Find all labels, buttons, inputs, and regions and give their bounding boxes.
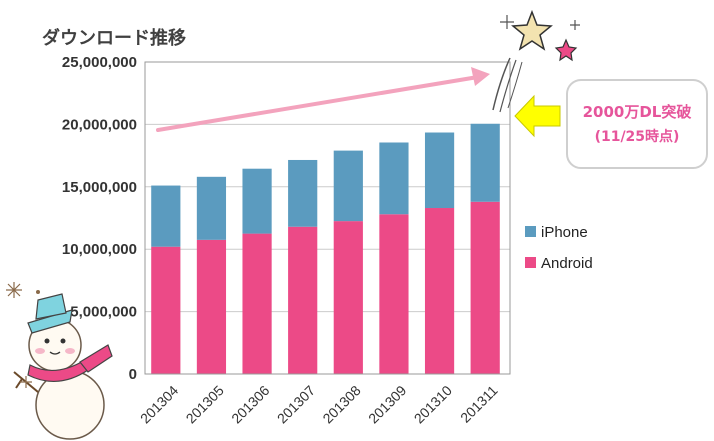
growth-trend-arrow [156,67,490,132]
bar-android-201308 [333,221,363,374]
y-tick-label: 0 [129,366,137,383]
legend-swatch-android [525,257,536,268]
legend: iPhone Android [525,224,593,272]
legend-item-android: Android [525,255,593,272]
snowman-hat-icon [35,293,67,320]
bar-iphone-201307 [288,159,318,227]
callout-arrow-icon [514,94,561,138]
snowman-mouth-icon [49,351,61,355]
milestone-callout: 2000万DL突破 (11/25時点) [514,79,708,169]
y-tick-label: 15,000,000 [62,179,137,196]
snowman-scarf-icon [79,344,113,373]
bar-iphone-201309 [379,142,409,215]
legend-label-android: Android [541,255,593,272]
bar-android-201304 [151,246,181,374]
trail-icon [507,61,523,109]
callout-line2: (11/25時点) [595,128,680,145]
bar-android-201307 [288,226,318,374]
bar-iphone-201306 [242,168,272,234]
snowflake-icon [20,376,32,388]
x-tick-label: 201308 [319,382,363,426]
snowman-cheek-icon [35,348,45,354]
x-tick-label: 201306 [228,382,272,426]
legend-label-iphone: iPhone [541,224,588,241]
bar-android-201306 [242,233,272,374]
x-axis-ticks: 201304 201305 201306 201307 201308 201309 2013… [137,382,501,426]
stars-decoration [492,9,580,113]
bar-iphone-201308 [333,150,363,222]
callout-line1: 2000万DL突破 [583,103,692,121]
snowman-eye-icon [60,338,66,344]
bar-android-201305 [196,239,227,374]
star-icon [554,38,578,62]
bar-iphone-201304 [151,185,181,247]
legend-item-iphone: iPhone [525,224,588,241]
x-tick-label: 201310 [411,382,455,426]
chart-title: ダウンロード推移 [42,27,186,49]
x-tick-label: 201311 [457,382,501,426]
x-tick-label: 201304 [137,382,181,426]
snowman-cheek-icon [65,348,75,354]
snowman-illustration [6,282,113,440]
y-tick-label: 25,000,000 [62,54,137,71]
x-tick-label: 201307 [274,382,318,426]
bar-android-201309 [379,214,409,374]
bars [151,123,500,374]
y-axis-ticks: 0 5,000,000 10,000,000 15,000,000 20,000,000… [62,54,137,383]
bar-iphone-201305 [196,176,227,240]
trail-icon [499,59,517,113]
bar-iphone-201311 [470,123,500,202]
y-tick-label: 5,000,000 [70,304,137,321]
snowflake-icon [36,290,40,294]
bar-android-201311 [470,201,500,374]
plot-area-border [144,61,511,375]
trail-icon [492,57,511,111]
sparkle-icon [570,20,580,30]
y-tick-label: 20,000,000 [62,116,137,133]
snowman-eye-icon [44,338,50,344]
x-tick-label: 201305 [183,382,227,426]
bar-android-201310 [424,208,455,374]
legend-swatch-iphone [525,226,536,237]
snowflake-icon [6,282,22,298]
callout-box [566,79,708,169]
bar-iphone-201310 [424,132,455,209]
star-icon [511,9,553,51]
sparkle-icon [500,15,514,29]
y-tick-label: 10,000,000 [62,241,137,258]
x-tick-label: 201309 [365,382,409,426]
